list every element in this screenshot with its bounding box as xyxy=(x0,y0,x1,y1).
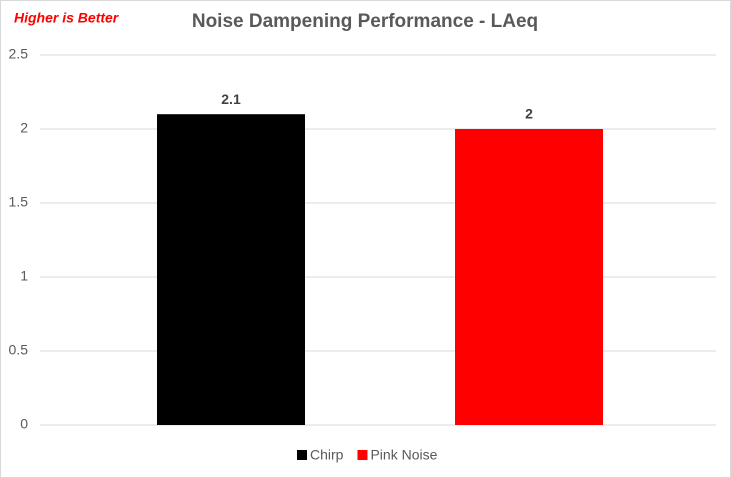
bar xyxy=(157,114,305,425)
legend-swatch xyxy=(297,450,307,460)
legend-label: Chirp xyxy=(310,447,344,463)
data-label: 2 xyxy=(525,106,533,122)
annotation: Higher is Better xyxy=(14,10,120,26)
legend-label: Pink Noise xyxy=(370,447,437,463)
bar xyxy=(455,129,603,425)
legend-swatch xyxy=(357,450,368,460)
y-tick-label: 1 xyxy=(20,268,28,284)
chart-title: Noise Dampening Performance - LAeq xyxy=(192,11,538,32)
y-tick-label: 1.5 xyxy=(9,194,29,210)
y-tick-label: 2 xyxy=(20,120,28,136)
y-tick-label: 0 xyxy=(20,416,28,432)
y-tick-label: 2.5 xyxy=(9,46,29,62)
y-tick-label: 0.5 xyxy=(9,342,29,358)
data-label: 2.1 xyxy=(221,91,241,107)
